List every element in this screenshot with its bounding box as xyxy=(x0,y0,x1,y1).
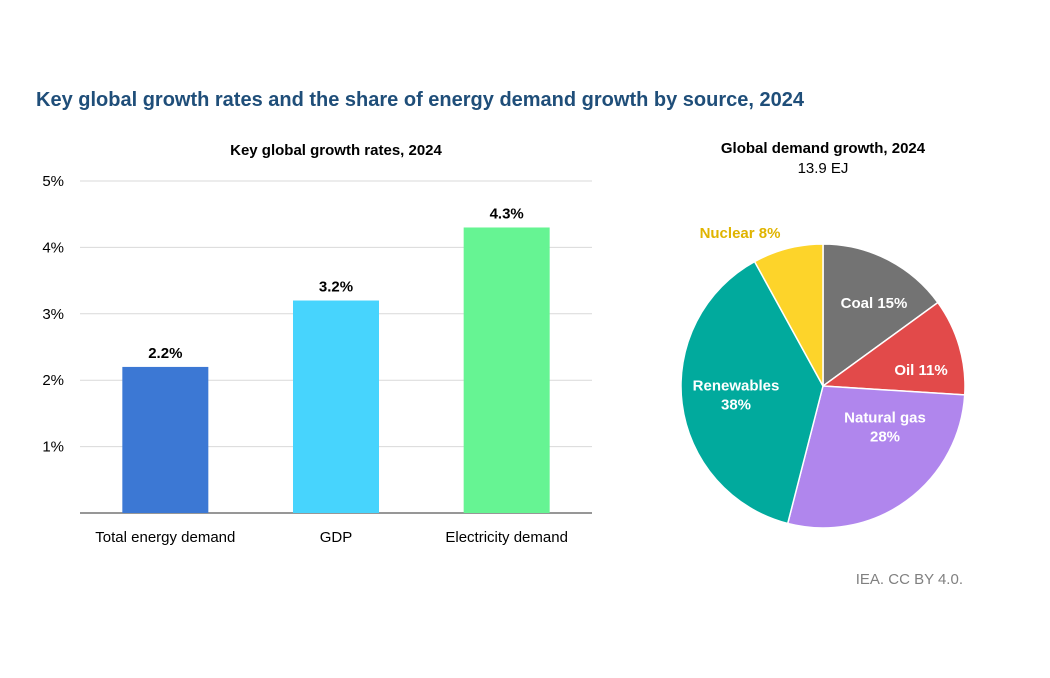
pie-slice-label: Natural gas xyxy=(844,410,926,427)
pie-slice-label: 28% xyxy=(870,429,900,446)
bar-value-label: 4.3% xyxy=(490,205,524,222)
pie-slice xyxy=(753,243,824,387)
y-tick-label: 1% xyxy=(42,439,64,456)
bar xyxy=(293,300,379,513)
pie-slice-label: Nuclear 8% xyxy=(700,225,781,242)
bar xyxy=(122,366,209,513)
x-tick-label: GDP xyxy=(320,529,353,546)
x-tick-label: Total energy demand xyxy=(95,529,235,546)
bar-chart-title: Key global growth rates, 2024 xyxy=(230,142,442,159)
source-credit: IEA. CC BY 4.0. xyxy=(855,571,963,588)
pie-slice xyxy=(822,243,939,388)
y-tick-label: 2% xyxy=(42,372,64,389)
pie-chart-subtitle: 13.9 EJ xyxy=(797,160,849,177)
pie-slice xyxy=(786,385,966,529)
y-tick-label: 4% xyxy=(42,239,64,256)
bar-value-label: 3.2% xyxy=(319,279,353,296)
pie-slice-label: Oil 11% xyxy=(894,362,947,379)
y-tick-label: 3% xyxy=(42,306,64,323)
bar xyxy=(463,227,550,514)
pie-slice xyxy=(820,301,966,396)
page-title: Key global growth rates and the share of… xyxy=(36,89,804,111)
bar-value-label: 2.2% xyxy=(148,345,182,362)
pie-slice-label: Renewables xyxy=(693,378,780,395)
y-tick-label: 5% xyxy=(42,173,64,190)
pie-chart-title: Global demand growth, 2024 xyxy=(720,140,926,157)
pie-slice xyxy=(680,260,824,525)
pie-slice-label: 38% xyxy=(721,397,751,414)
x-tick-label: Electricity demand xyxy=(445,529,568,546)
pie-slice-label: Coal 15% xyxy=(841,295,908,312)
